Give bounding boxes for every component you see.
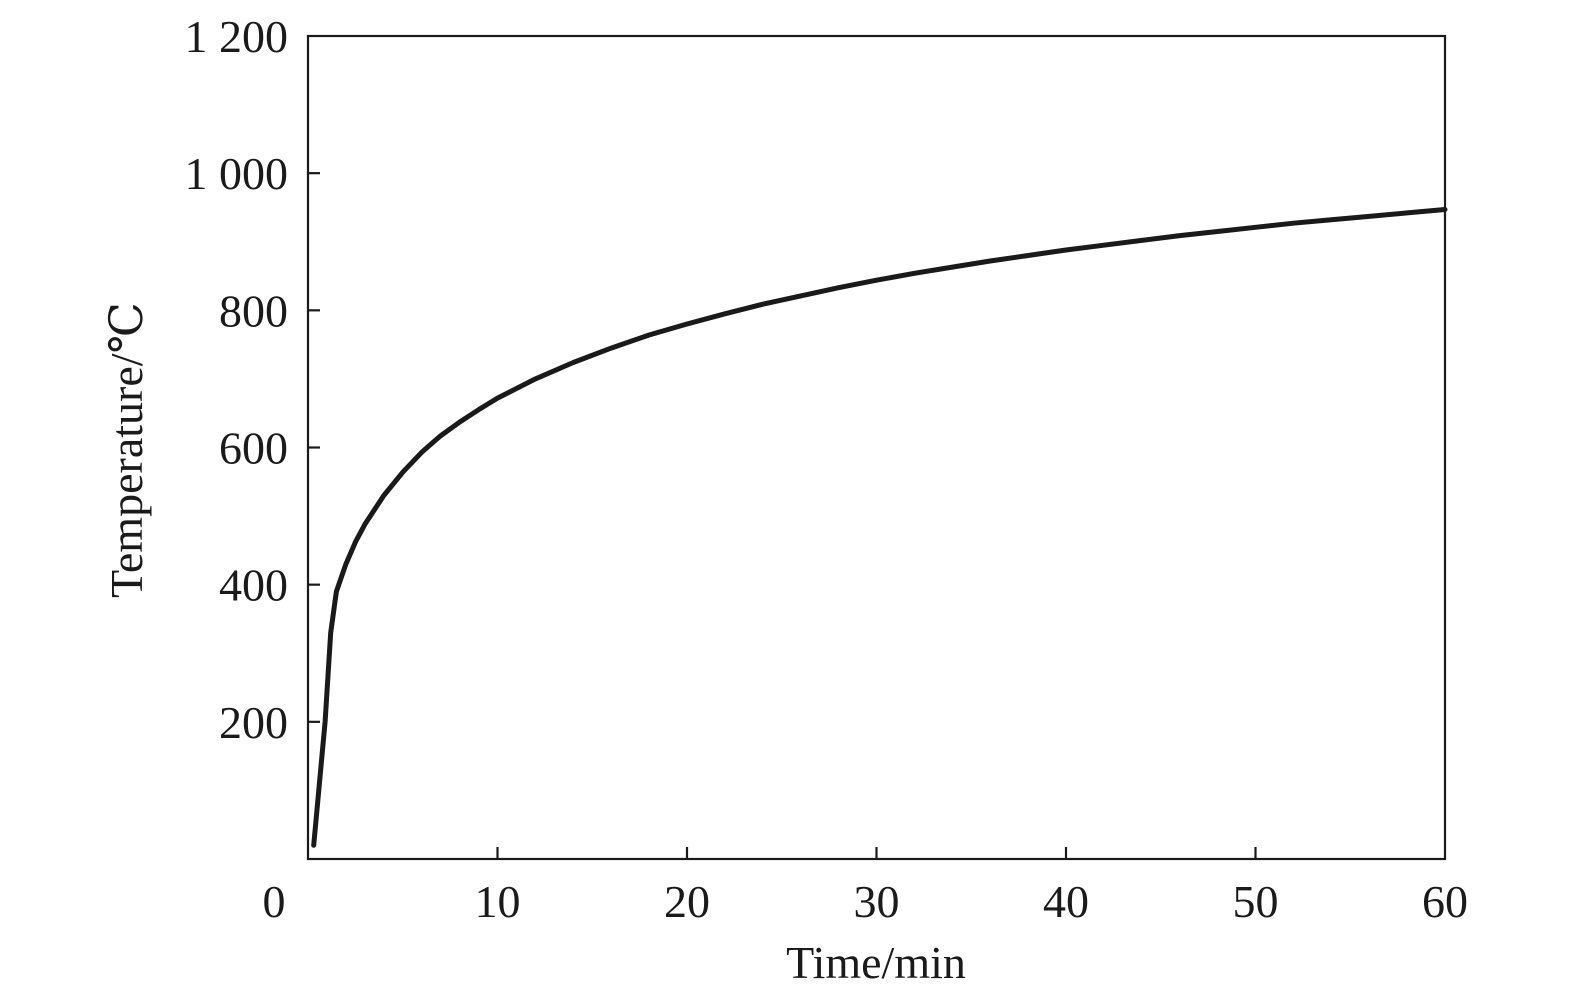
x-tick-label: 20	[664, 876, 710, 927]
series-layer	[311, 207, 1448, 848]
plot-frame	[306, 34, 1447, 861]
x-tick-label: 30	[854, 876, 900, 927]
x-axis-title: Time/min	[786, 937, 966, 988]
ticks-layer	[308, 172, 1257, 859]
y-tick-label: 200	[219, 697, 288, 748]
y-tick-label: 600	[219, 423, 288, 474]
series-line-temperature	[311, 207, 1448, 848]
y-tick-label: 1 200	[185, 11, 289, 62]
x-tick-label: 60	[1422, 876, 1468, 927]
y-axis-title: Temperature/℃	[101, 302, 152, 598]
x-tick-label: 50	[1233, 876, 1279, 927]
x-tick-label: 0	[263, 876, 286, 927]
x-tick-label: 40	[1043, 876, 1089, 927]
y-tick-label: 1 000	[185, 148, 289, 199]
tick-labels-layer: 0 10 20 30 40 50 60 200 400 600 800 1 000 1 200	[185, 11, 1469, 927]
x-tick-label: 10	[475, 876, 521, 927]
y-tick-label: 400	[219, 560, 288, 611]
y-tick-label: 800	[219, 285, 288, 336]
